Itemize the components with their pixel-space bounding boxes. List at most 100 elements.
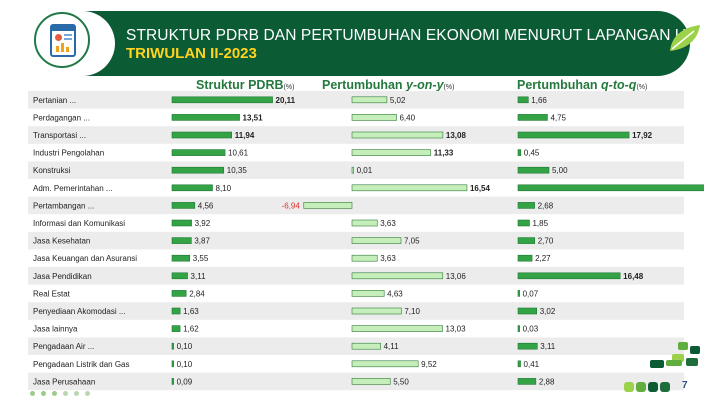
data-bar [517,149,522,156]
data-bar [517,325,520,332]
data-bar [351,237,402,244]
data-bar [517,166,550,174]
pagination-dot [30,391,35,396]
category-label: Jasa lainnya [33,325,78,334]
data-bar [517,290,520,297]
leaf-icon [670,25,700,51]
data-label: 13,51 [243,113,264,122]
data-label: 4,56 [198,201,214,210]
data-bar [171,254,191,262]
column-header-yoy-italic: y-on-y [406,78,444,92]
category-label: Pengadaan Air ... [33,342,94,351]
data-bar [351,360,419,368]
column-header-qtq-unit: (%) [636,84,648,91]
data-label: 5,02 [390,96,406,105]
category-label: Adm. Pemerintahan ... [33,184,113,193]
data-bar [517,131,630,139]
data-label: 3,11 [540,342,556,351]
data-bar [171,166,225,174]
data-label: 10,35 [227,166,248,175]
data-bar [517,202,535,209]
data-label: 2,27 [535,254,551,263]
category-label: Pertambangan ... [33,201,94,210]
data-bar [351,307,402,315]
data-bar [517,378,537,385]
data-label: 5,00 [552,166,568,175]
data-label: 4,63 [387,289,403,298]
data-bar [351,325,443,332]
data-bar [351,272,444,280]
data-label: 2,84 [189,289,205,298]
row-stripe [28,196,684,215]
page-subtitle: TRIWULAN II-2023 [126,45,257,62]
category-label: Jasa Keuangan dan Asuransi [33,254,137,263]
data-bar [517,96,529,104]
column-header-yoy-label: Pertumbuhan [322,78,407,92]
category-label: Pertanian ... [33,96,76,105]
category-label: Jasa Kesehatan [33,237,90,246]
data-label: 3,92 [195,219,211,228]
data-label: 0,07 [523,289,539,298]
data-bar [517,272,621,280]
data-bar [351,184,468,192]
bar-chart-icon [56,46,59,52]
brand-mark-icon [624,342,700,392]
column-header-pdrb-unit: (%) [283,84,295,91]
data-label: 17,92 [632,131,653,140]
data-bar [351,342,381,350]
column-header-yoy-unit: (%) [443,84,455,91]
category-label: Jasa Pendidikan [33,272,92,281]
category-label: Jasa Perusahaan [33,377,95,386]
data-label: 5,50 [393,377,409,386]
data-bar [171,378,174,385]
data-label: 3,55 [193,254,209,263]
data-bar [171,184,213,192]
bar-chart-icon [66,47,69,52]
column-header-pdrb-label: Struktur PDRB [196,78,284,92]
data-bar [517,342,538,350]
data-label: 7,10 [404,307,420,316]
page-title: STRUKTUR PDRB DAN PERTUMBUHAN EKONOMI ME… [126,27,704,44]
data-label: 4,75 [550,113,566,122]
data-bar [171,360,174,368]
pie-chart-icon [55,34,62,41]
data-bar [517,184,704,192]
page-number: 7 [682,380,688,391]
data-label: 13,08 [446,131,467,140]
data-label: 16,54 [470,184,491,193]
data-label: 11,94 [235,131,255,140]
report-icon-ring [34,12,90,68]
data-label: 0,01 [357,166,373,175]
data-bar [517,237,536,244]
data-bar [351,149,432,156]
data-bar [351,96,388,104]
data-label: 20,11 [276,96,296,105]
data-bar [171,342,174,350]
data-bar [351,378,391,385]
data-label: 2,70 [538,237,554,246]
data-bar [171,272,188,280]
category-label: Transportasi ... [33,131,86,140]
data-label: 0,41 [524,360,540,369]
data-label: 1,63 [183,307,199,316]
data-bar [171,307,181,315]
pagination-dot [41,391,46,396]
column-header-qtq: Pertumbuhan q-to-q(%) [517,78,647,92]
data-label: 11,33 [434,149,454,158]
data-bar [171,149,226,156]
data-label: 3,63 [380,219,396,228]
data-label: 13,03 [446,325,467,334]
data-label: 3,87 [194,237,210,246]
data-label: 13,06 [446,272,467,281]
text-line-icon [64,34,72,36]
data-label: 6,40 [399,113,415,122]
data-bar [517,114,548,121]
data-bar [351,131,444,139]
column-header-qtq-italic: q-to-q [601,78,637,92]
data-label: -6,94 [282,201,301,210]
data-bar [171,325,181,332]
category-label: Real Estat [33,289,71,298]
data-bar [171,114,240,121]
data-bar [351,290,385,297]
pagination-dot [74,391,79,396]
